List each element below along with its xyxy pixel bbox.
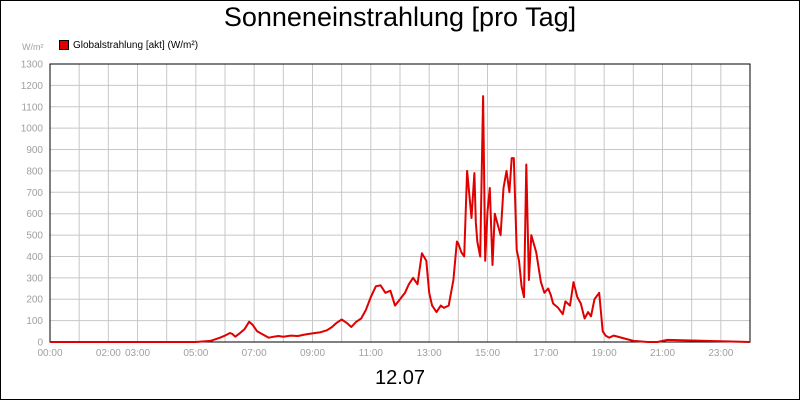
x-tick-label: 09:00 (300, 348, 325, 359)
y-tick-label: 0 (37, 338, 43, 349)
y-tick-label: 1200 (21, 81, 44, 92)
series-line (50, 95, 751, 343)
x-tick-label: 17:00 (533, 348, 558, 359)
x-tick-label: 15:00 (475, 348, 500, 359)
y-tick-label: 900 (26, 145, 43, 156)
date-label: 12.07 (374, 367, 426, 389)
plot-border (49, 63, 751, 343)
x-tick-label: 21:00 (650, 348, 675, 359)
x-tick-label: 11:00 (359, 348, 384, 359)
legend-label: Globalstrahlung [akt] (W/m²) (73, 39, 199, 51)
legend: Globalstrahlung [akt] (W/m²) (59, 38, 198, 52)
y-tick-label: 600 (26, 209, 43, 220)
x-tick-label: 03:00 (125, 348, 150, 359)
legend-swatch (59, 40, 69, 50)
chart-title: Sonneneinstrahlung [pro Tag] (223, 2, 577, 32)
y-tick-label: 800 (26, 166, 43, 177)
y-tick-label: 200 (26, 295, 43, 306)
y-tick-label: 1100 (21, 102, 43, 113)
y-tick-label: 400 (26, 252, 43, 263)
y-tick-label: 700 (26, 188, 43, 199)
x-tick-label: 00:00 (37, 348, 62, 359)
y-tick-label: 500 (26, 231, 43, 242)
x-tick-label: 07:00 (242, 348, 267, 359)
y-tick-label: 300 (26, 273, 43, 284)
y-axis-unit-label: W/m² (22, 42, 44, 52)
x-tick-label: 19:00 (592, 348, 617, 359)
x-tick-label: 23:00 (708, 348, 733, 359)
y-tick-label: 100 (26, 316, 43, 327)
y-tick-label: 1300 (21, 60, 44, 71)
x-tick-label: 05:00 (183, 348, 208, 359)
x-tick-label: 13:00 (417, 348, 442, 359)
y-tick-label: 1000 (21, 124, 44, 135)
x-tick-label: 02:00 (96, 348, 121, 359)
